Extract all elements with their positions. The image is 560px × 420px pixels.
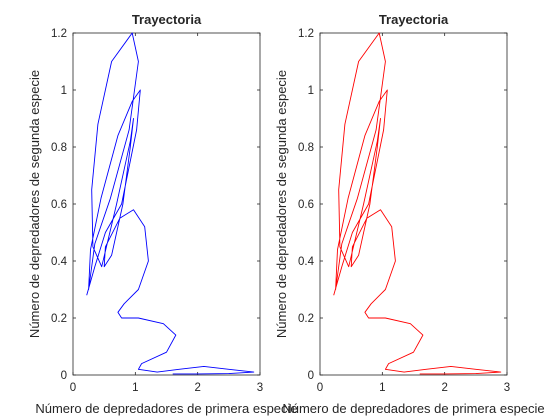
subplot-right: 0 1 2 3 0 0.2 0.4 0.6 0.8 1 1.2 Trayectoria Número d… [274, 12, 545, 416]
chart-1-x-tick-label: 3 [504, 382, 510, 394]
subplot-left: 0 1 2 3 0 0.2 0.4 0.6 0.8 1 1.2 Trayectoria Número d… [27, 12, 298, 416]
chart-1-title: Trayectoria [379, 12, 449, 27]
chart-1-y-tick-label: 1 [308, 85, 314, 97]
chart-0-y-tick-label: 1 [61, 85, 67, 97]
chart-1-series-line-0 [333, 32, 502, 375]
chart-0-y-tick-label: 0.6 [51, 199, 67, 211]
chart-1-y-tick-label: 0.4 [298, 256, 315, 268]
chart-0-x-tick-label: 0 [70, 382, 76, 394]
chart-0-x-tick-label: 3 [257, 382, 263, 394]
chart-1-y-axis-label: Número de depredadores de segunda especi… [274, 70, 289, 338]
chart-1-plot-area [319, 32, 508, 376]
chart-0-y-tick-label: 0.4 [51, 256, 68, 268]
chart-0-y-tick-label: 0.8 [51, 142, 67, 154]
chart-0-plot-area [72, 32, 261, 376]
chart-1-y-tick-label: 0 [308, 370, 314, 382]
chart-0-series-line-0 [86, 32, 255, 375]
chart-1-x-tick-label: 2 [441, 382, 447, 394]
chart-0-x-tick-label: 1 [132, 382, 138, 394]
chart-0-x-tick-label: 2 [194, 382, 200, 394]
chart-1-x-tick-label: 0 [317, 382, 323, 394]
chart-0-y-tick-label: 0 [61, 370, 67, 382]
chart-1-y-tick-label: 0.6 [298, 199, 314, 211]
chart-0-x-axis-label: Número de depredadores de primera especi… [35, 401, 297, 416]
chart-0-y-tick-label: 1.2 [51, 28, 67, 40]
chart-0-y-tick-label: 0.2 [51, 313, 67, 325]
chart-0-title: Trayectoria [132, 12, 202, 27]
chart-1-y-tick-label: 0.2 [298, 313, 314, 325]
chart-0-y-axis-label: Número de depredadores de segunda especi… [27, 70, 42, 338]
chart-1-x-axis-label: Número de depredadores de primera especi… [282, 401, 544, 416]
chart-1-y-tick-label: 1.2 [298, 28, 314, 40]
chart-1-x-tick-label: 1 [379, 382, 385, 394]
chart-1-y-tick-label: 0.8 [298, 142, 314, 154]
